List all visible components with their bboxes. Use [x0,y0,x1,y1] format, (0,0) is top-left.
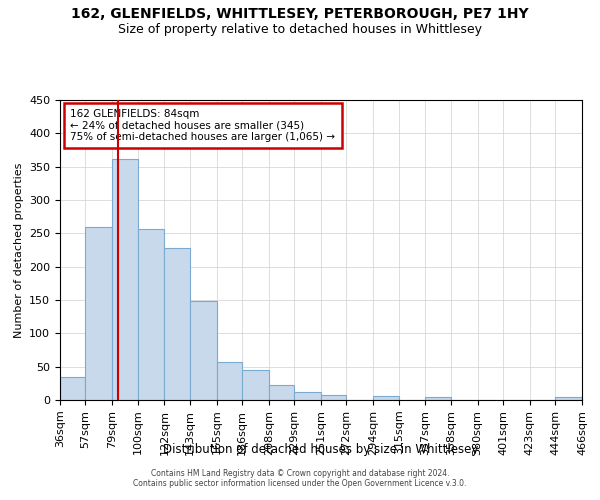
Bar [190,302,217,400]
Bar [60,376,85,400]
Bar [373,396,398,400]
Bar [321,394,346,400]
Y-axis label: Number of detached properties: Number of detached properties [14,162,23,338]
Text: Distribution of detached houses by size in Whittlesey: Distribution of detached houses by size … [163,442,479,456]
Bar [164,248,190,400]
Text: 162 GLENFIELDS: 84sqm
← 24% of detached houses are smaller (345)
75% of semi-det: 162 GLENFIELDS: 84sqm ← 24% of detached … [70,109,335,142]
Bar [137,230,164,400]
Bar [112,158,137,400]
Text: Contains public sector information licensed under the Open Government Licence v.: Contains public sector information licen… [133,478,467,488]
Bar [269,386,294,400]
Bar [294,392,321,400]
Bar [85,226,112,400]
Text: Size of property relative to detached houses in Whittlesey: Size of property relative to detached ho… [118,22,482,36]
Text: Contains HM Land Registry data © Crown copyright and database right 2024.: Contains HM Land Registry data © Crown c… [151,468,449,477]
Text: 162, GLENFIELDS, WHITTLESEY, PETERBOROUGH, PE7 1HY: 162, GLENFIELDS, WHITTLESEY, PETERBOROUG… [71,8,529,22]
Bar [242,370,269,400]
Bar [555,398,582,400]
Bar [217,362,242,400]
Bar [425,398,451,400]
